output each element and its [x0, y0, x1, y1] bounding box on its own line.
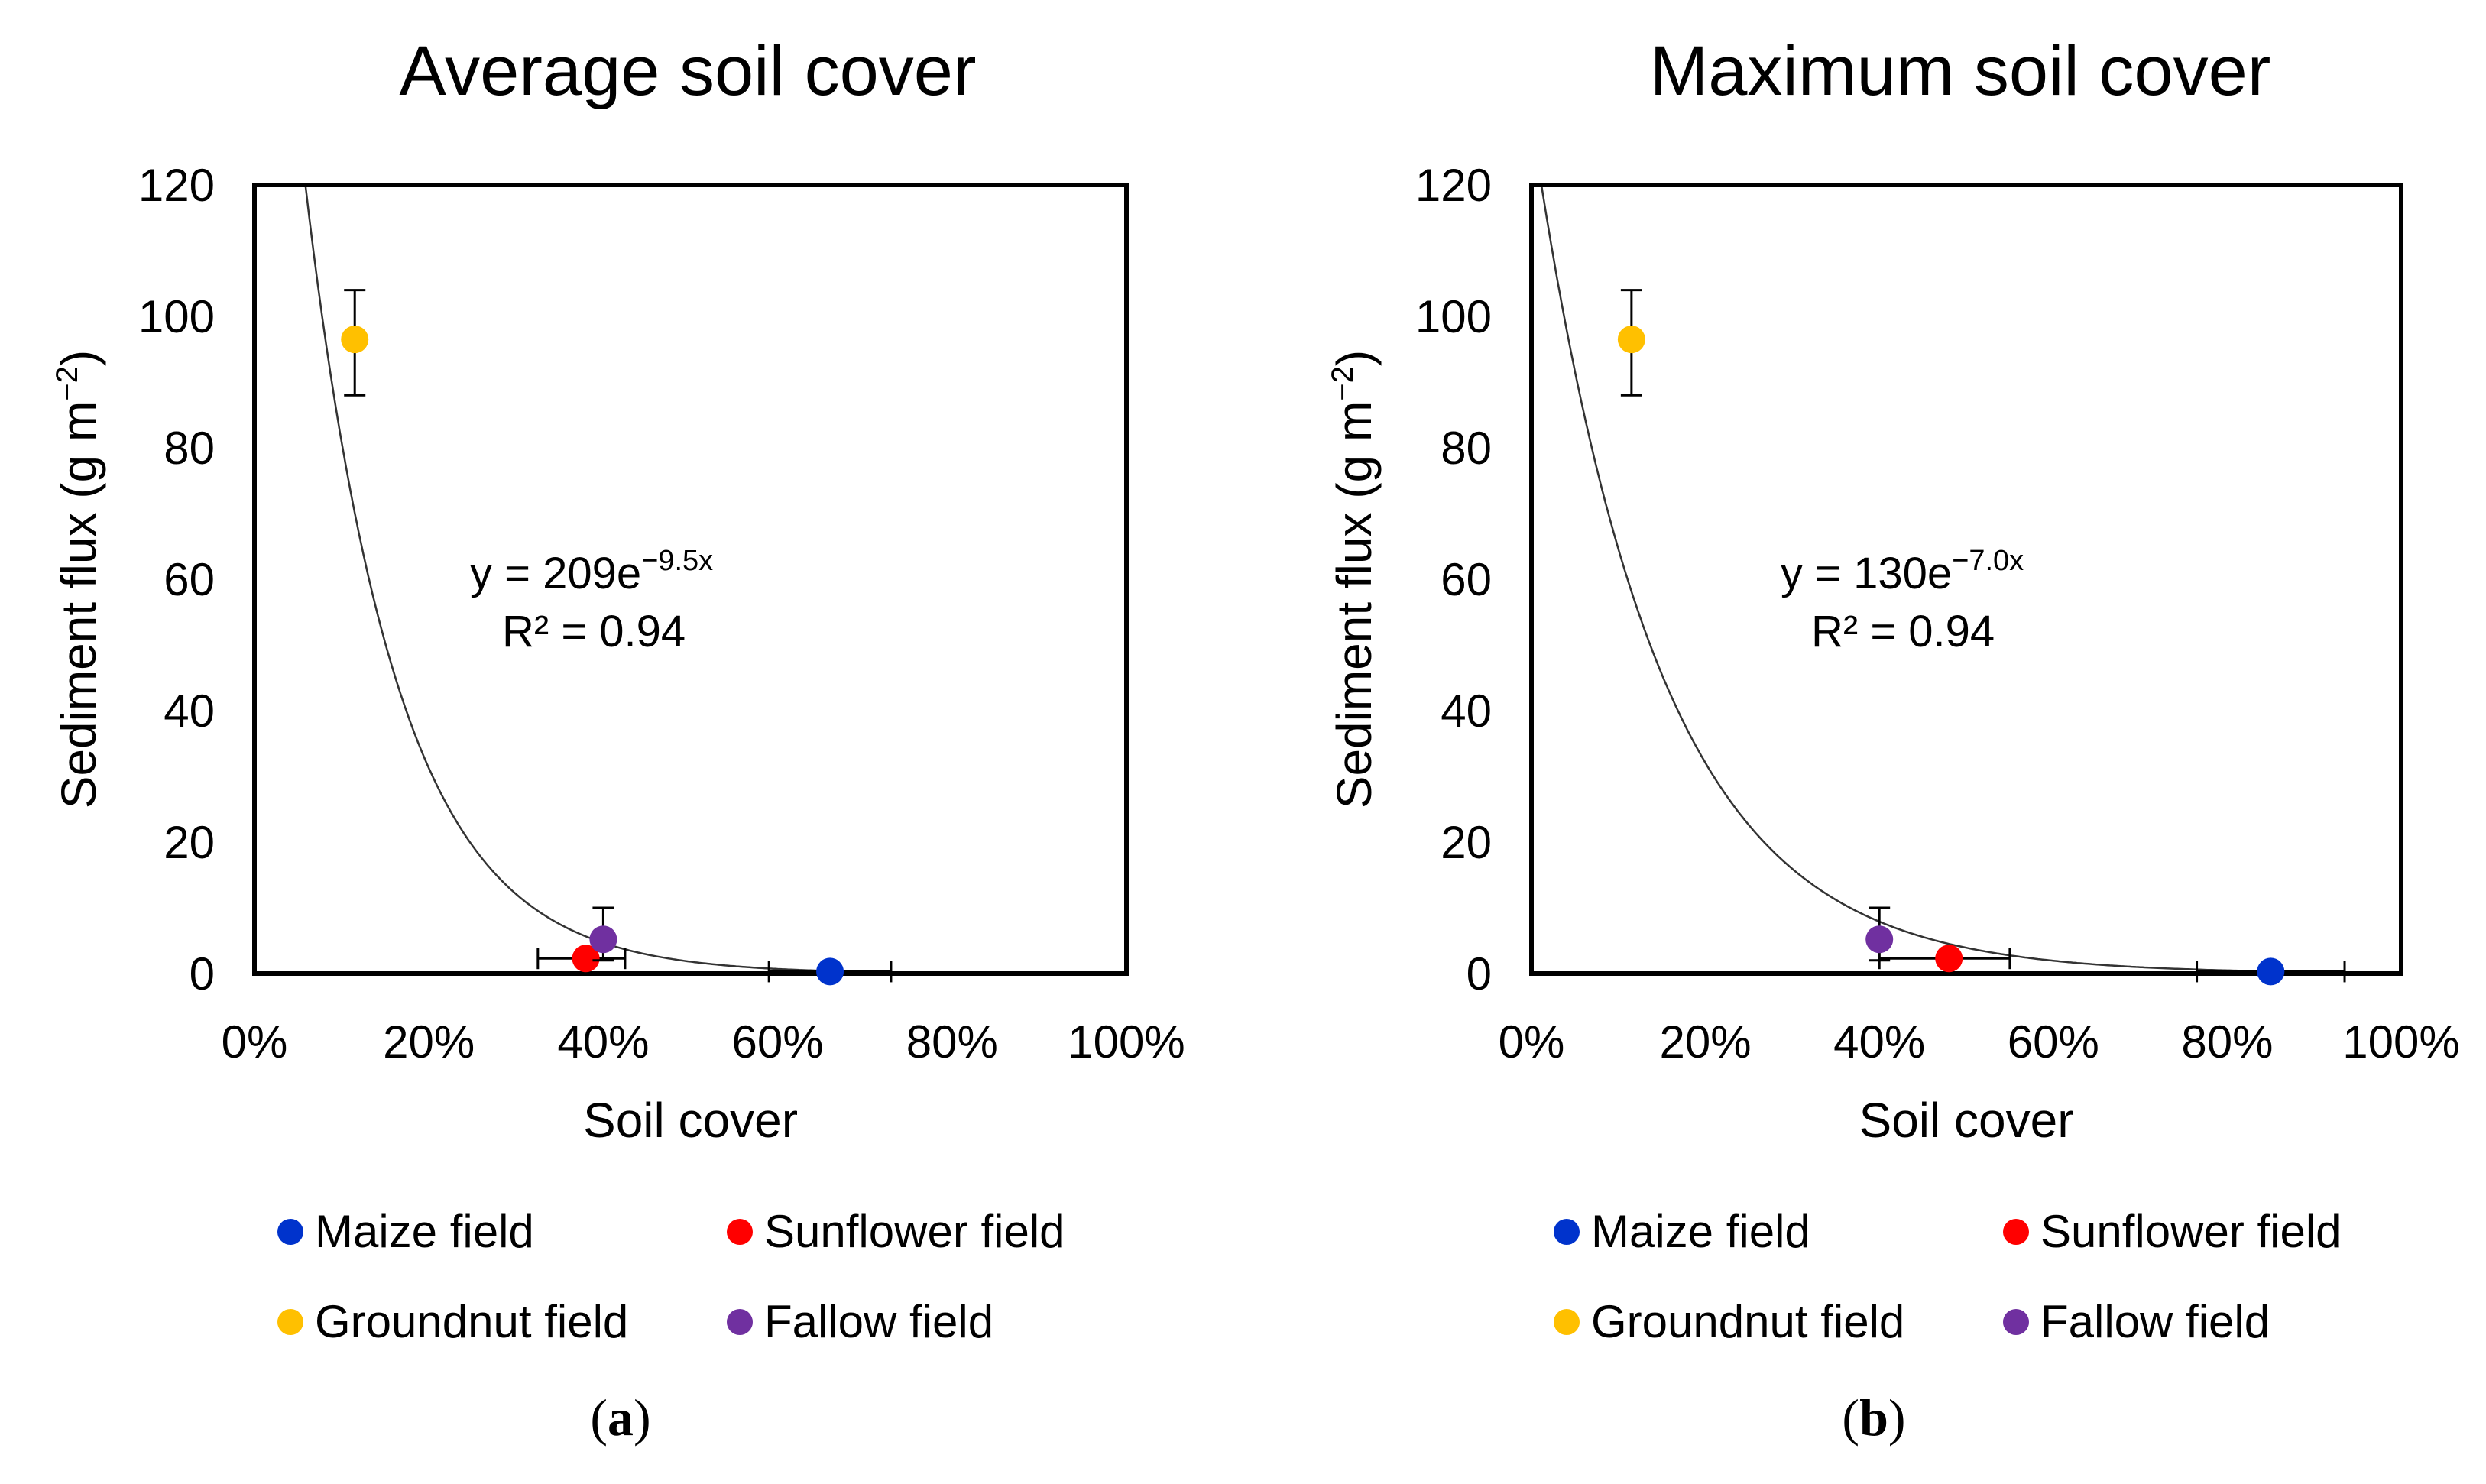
legend-marker-groundnut — [1554, 1309, 1580, 1335]
data-point-sunflower — [1935, 945, 1963, 973]
y-tick-label: 20 — [1441, 817, 1492, 868]
legend-item: Sunflower field — [2003, 1206, 2342, 1257]
chart-panel-a: Average soil cover 0 20 40 60 80 100 120 0% 20% 40… — [50, 32, 1185, 1447]
y-axis-label: Sediment flux (g m−2) — [50, 350, 106, 808]
plot-frame — [1529, 183, 2403, 976]
legend-marker-sunflower — [727, 1219, 753, 1245]
panel-label-open: ( — [1842, 1388, 1859, 1447]
x-tick-label: 20% — [383, 1016, 475, 1068]
legend-label: Groundnut field — [315, 1296, 628, 1347]
legend-item: Maize field — [1554, 1206, 1810, 1257]
x-tick-label: 80% — [906, 1016, 998, 1068]
y-tick-label: 60 — [1441, 554, 1492, 605]
legend-label: Fallow field — [764, 1296, 993, 1347]
fit-r-squared: R² = 0.94 — [1811, 607, 1995, 656]
y-axis-label-main: Sediment flux (g m — [51, 401, 106, 809]
data-point-groundnut — [1617, 326, 1645, 354]
fit-r-squared: R² = 0.94 — [502, 607, 686, 656]
plot-frame — [252, 183, 1129, 976]
y-tick-label: 60 — [164, 554, 215, 605]
y-tick-label: 40 — [164, 685, 215, 737]
x-tick-label: 100% — [2342, 1016, 2459, 1068]
fit-equation-main: y = 209e — [470, 549, 641, 598]
fit-equation-exponent: −7.0x — [1952, 545, 2024, 577]
trendline — [304, 185, 1126, 974]
y-tick-label: 40 — [1441, 685, 1492, 737]
data-point-groundnut — [341, 326, 369, 354]
legend-item: Maize field — [277, 1206, 534, 1257]
legend-label: Groundnut field — [1591, 1296, 1904, 1347]
y-tick-label: 100 — [138, 291, 215, 342]
y-tick-label: 0 — [1467, 948, 1492, 1000]
data-point-fallow — [589, 925, 617, 954]
data-point-maize — [816, 957, 844, 986]
legend-item: Sunflower field — [727, 1206, 1065, 1257]
x-tick-label: 0% — [1499, 1016, 1565, 1068]
y-axis-label-exponent: −2 — [50, 366, 84, 401]
chart-panel-b: Maximum soil cover 0 20 40 60 80 100 120 0% 20% 40… — [1326, 32, 2460, 1447]
legend-label: Fallow field — [2040, 1296, 2270, 1347]
y-tick-label: 100 — [1415, 291, 1492, 342]
data-point-sunflower — [572, 945, 600, 973]
data-point-fallow — [1865, 925, 1894, 954]
x-tick-label: 40% — [1833, 1016, 1925, 1068]
y-tick-label: 80 — [1441, 423, 1492, 474]
data-point-maize — [2257, 957, 2285, 986]
y-tick-label: 120 — [138, 160, 215, 211]
y-tick-label: 80 — [164, 423, 215, 474]
panel-label-letter: a — [608, 1388, 634, 1447]
y-tick-label: 0 — [190, 948, 215, 1000]
panel-label-letter: b — [1859, 1388, 1888, 1447]
legend: Maize field Sunflower field Groundnut fiel… — [277, 1206, 1065, 1347]
x-tick-label: 0% — [222, 1016, 288, 1068]
y-tick-label: 120 — [1415, 160, 1492, 211]
chart-title: Maximum soil cover — [1650, 32, 2271, 110]
legend-marker-groundnut — [277, 1309, 303, 1335]
y-axis-label-main: Sediment flux (g m — [1327, 401, 1382, 809]
legend-item: Groundnut field — [277, 1296, 628, 1347]
y-tick-label: 20 — [164, 817, 215, 868]
legend-label: Maize field — [315, 1206, 534, 1257]
chart-title: Average soil cover — [399, 32, 976, 110]
y-axis-label-close: ) — [1327, 350, 1382, 366]
x-tick-label: 100% — [1068, 1016, 1185, 1068]
x-tick-label: 20% — [1660, 1016, 1752, 1068]
panel-label: (a) — [590, 1388, 650, 1447]
panel-label-close: ) — [1888, 1388, 1906, 1447]
legend-marker-fallow — [2003, 1309, 2029, 1335]
fit-equation: y = 130e−7.0x — [1781, 545, 2024, 598]
legend-marker-maize — [277, 1219, 303, 1245]
legend-label: Sunflower field — [764, 1206, 1065, 1257]
legend: Maize field Sunflower field Groundnut fiel… — [1554, 1206, 2342, 1347]
x-tick-label: 40% — [557, 1016, 649, 1068]
x-axis-label: Soil cover — [1859, 1093, 2074, 1148]
panel-label-close: ) — [634, 1388, 651, 1447]
fit-equation: y = 209e−9.5x — [470, 545, 713, 598]
y-axis-label: Sediment flux (g m−2) — [1326, 350, 1382, 808]
legend-item: Fallow field — [727, 1296, 993, 1347]
legend-label: Sunflower field — [2040, 1206, 2342, 1257]
legend-label: Maize field — [1591, 1206, 1810, 1257]
legend-marker-maize — [1554, 1219, 1580, 1245]
y-axis-label-exponent: −2 — [1326, 366, 1360, 401]
legend-item: Fallow field — [2003, 1296, 2270, 1347]
x-tick-label: 80% — [2181, 1016, 2273, 1068]
panel-label-open: ( — [590, 1388, 608, 1447]
fit-equation-exponent: −9.5x — [641, 545, 713, 577]
legend-marker-fallow — [727, 1309, 753, 1335]
x-axis-label: Soil cover — [583, 1093, 798, 1148]
y-axis-label-close: ) — [51, 350, 106, 366]
x-tick-label: 60% — [2008, 1016, 2099, 1068]
fit-equation-main: y = 130e — [1781, 549, 1952, 598]
panel-label: (b) — [1842, 1388, 1905, 1447]
legend-marker-sunflower — [2003, 1219, 2029, 1245]
legend-item: Groundnut field — [1554, 1296, 1904, 1347]
x-tick-label: 60% — [732, 1016, 824, 1068]
